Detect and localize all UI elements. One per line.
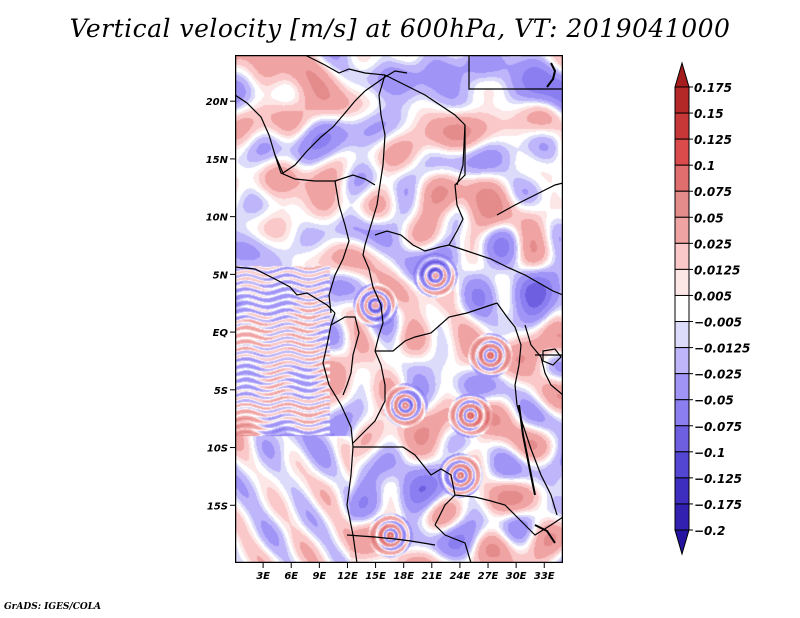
x-tick-label: 24E — [450, 571, 471, 582]
colorbar-segment — [674, 216, 690, 244]
border-car-cameroon — [362, 254, 384, 352]
border-congo-gabon — [330, 316, 360, 396]
border-uganda-kenya — [524, 324, 563, 396]
x-tick-label: 12E — [337, 571, 358, 582]
vertical-velocity-field — [235, 55, 563, 563]
colorbar-label: −0.05 — [694, 394, 734, 408]
x-tick-label: 21E — [421, 571, 442, 582]
colorbar-label: 0.0125 — [694, 263, 740, 277]
colorbar-segment — [674, 164, 690, 192]
y-tick-label: 5S — [214, 386, 228, 397]
colorbar-segment — [674, 112, 690, 140]
border-egypt-sudan — [468, 55, 563, 90]
lake-victoria — [542, 348, 562, 366]
border-car-drc — [375, 302, 498, 352]
border-niger-chad — [362, 74, 386, 256]
y-tick-label: 10N — [206, 213, 229, 224]
border-north-top — [304, 55, 386, 76]
map-plot-area — [235, 55, 563, 563]
colorbar-segment — [674, 86, 690, 114]
map-frame — [235, 55, 563, 563]
x-axis-ticks: 3E 6E 9E 12E 15E 18E 21E 24E 27E 30E 33E — [256, 563, 555, 582]
colorbar-label: −0.075 — [694, 420, 742, 434]
lake-malawi — [534, 524, 556, 544]
border-sudan-south — [448, 244, 563, 296]
x-tick-label: 15E — [365, 571, 386, 582]
colorbar-segment — [674, 268, 690, 296]
country-borders — [235, 55, 563, 563]
border-namibia-angola — [346, 534, 436, 546]
border-niger-libya — [235, 70, 408, 174]
coastline-gulf-of-guinea — [235, 266, 336, 314]
colorbar-label: 0.175 — [694, 81, 732, 95]
y-tick-label: 15N — [206, 155, 229, 166]
border-zambia-drc — [454, 494, 563, 536]
colorbar-segment — [674, 477, 690, 505]
colorbar-segment — [674, 425, 690, 453]
colorbar-label: −0.2 — [694, 524, 725, 538]
colorbar-label: −0.175 — [694, 498, 742, 512]
border-ethiopia — [496, 182, 563, 216]
colorbar-label: −0.1 — [694, 446, 725, 460]
border-chad-car — [374, 230, 450, 252]
border-drc-east — [496, 302, 558, 516]
x-tick-label: 3E — [256, 571, 270, 582]
border-angola-zambia — [434, 524, 472, 563]
colorbar-label: −0.025 — [694, 368, 742, 382]
colorbar-segment — [674, 242, 690, 270]
y-axis-ticks: 20N 15N 10N 5N EQ 5S 10S 15S — [206, 97, 235, 512]
colorbar-min-triangle — [674, 529, 690, 556]
colorbar-label: −0.005 — [694, 316, 742, 330]
x-tick-label: 6E — [284, 571, 298, 582]
colorbar-max-triangle — [674, 61, 690, 88]
colorbar-label: −0.0125 — [694, 342, 750, 356]
x-tick-label: 18E — [393, 571, 414, 582]
colorbar-segment — [674, 321, 690, 349]
colorbar-segments — [674, 61, 690, 556]
colorbar-segment — [674, 373, 690, 401]
y-tick-label: 10S — [207, 444, 228, 455]
colorbar-label: 0.05 — [694, 211, 724, 225]
colorbar-segment — [674, 399, 690, 427]
grads-credit: GrADS: IGES/COLA — [4, 602, 102, 612]
colorbar-label: −0.125 — [694, 472, 742, 486]
x-tick-label: 33E — [534, 571, 555, 582]
y-tick-label: 5N — [213, 270, 229, 281]
border-congo-drc — [352, 350, 386, 444]
border-chad-sudan — [456, 124, 466, 186]
border-drc-angola — [353, 446, 456, 526]
colorbar-segment — [674, 294, 690, 323]
border-nigeria-cameroon — [328, 180, 350, 314]
x-tick-label: 27E — [478, 571, 499, 582]
x-tick-label: 30E — [506, 571, 527, 582]
colorbar-label: 0.075 — [694, 185, 732, 199]
colorbar-labels: 0.175 0.15 0.125 0.1 0.075 0.05 0.025 0.0125 0.0… — [689, 81, 750, 538]
colorbar-segment — [674, 190, 690, 218]
border-libya-chad — [384, 74, 466, 246]
lake-nasser — [546, 62, 557, 88]
lake-tanganyika — [518, 404, 536, 496]
y-tick-label: 15S — [207, 501, 228, 512]
map-title: Vertical velocity [m/s] at 600hPa, VT: 2… — [69, 14, 731, 43]
colorbar-label: 0.005 — [694, 289, 732, 303]
colorbar-label: 0.025 — [694, 237, 732, 251]
x-tick-label: 9E — [312, 571, 326, 582]
colorbar-segment — [674, 138, 690, 166]
colorbar-label: 0.125 — [694, 133, 732, 147]
y-tick-label: 20N — [206, 97, 229, 108]
colorbar-segment — [674, 451, 690, 479]
colorbar-label: 0.1 — [694, 159, 715, 173]
colorbar-segment — [674, 347, 690, 375]
border-niger-nigeria — [274, 154, 376, 186]
colorbar-segment — [674, 503, 690, 531]
colorbar-label: 0.15 — [694, 107, 724, 121]
coastline-west-central — [322, 312, 358, 563]
map-border — [235, 55, 563, 563]
y-tick-label: EQ — [213, 328, 229, 339]
